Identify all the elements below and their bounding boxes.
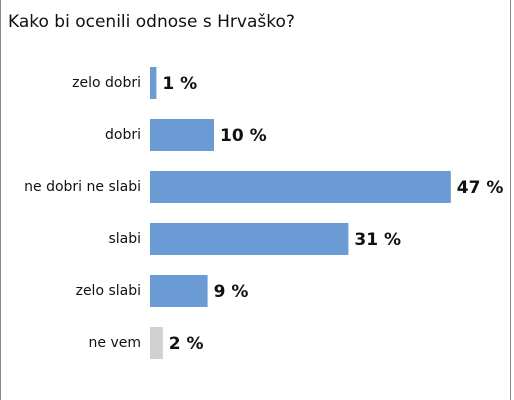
chart-title: Kako bi ocenili odnose s Hrvaško? bbox=[8, 12, 295, 32]
bar bbox=[150, 67, 157, 99]
value-label: 31 % bbox=[354, 230, 401, 250]
bar bbox=[150, 223, 349, 255]
category-label: slabi bbox=[108, 231, 141, 247]
bar bbox=[150, 119, 214, 151]
bar bbox=[150, 327, 163, 359]
value-label: 2 % bbox=[169, 334, 204, 354]
bar bbox=[150, 171, 451, 203]
value-label: 1 % bbox=[162, 74, 197, 94]
category-label: ne dobri ne slabi bbox=[24, 179, 141, 195]
category-label: zelo dobri bbox=[72, 75, 141, 91]
category-label: dobri bbox=[105, 127, 141, 143]
value-label: 47 % bbox=[457, 178, 504, 198]
bar bbox=[150, 275, 208, 307]
category-label: zelo slabi bbox=[76, 283, 141, 299]
value-label: 10 % bbox=[220, 126, 267, 146]
category-label: ne vem bbox=[89, 335, 141, 351]
value-label: 9 % bbox=[214, 282, 249, 302]
